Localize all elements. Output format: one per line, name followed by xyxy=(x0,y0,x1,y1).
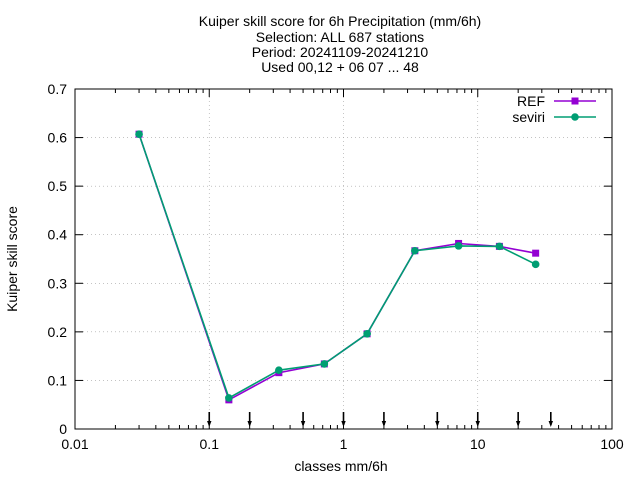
y-axis-label: Kuiper skill score xyxy=(4,206,20,312)
data-point-seviri xyxy=(495,242,504,251)
legend-label-seviri: seviri xyxy=(512,109,545,125)
y-tick-label: 0.4 xyxy=(48,227,68,243)
y-tick-label: 0 xyxy=(59,421,67,437)
chart-subtitle-selection: Selection: ALL 687 stations xyxy=(256,29,424,45)
data-point-seviri xyxy=(275,366,283,375)
y-tick-label: 0.3 xyxy=(48,275,68,291)
class-marker-head xyxy=(207,421,212,427)
x-tick-label: 10 xyxy=(470,436,486,452)
axis-ticks: 0 0.1 0.2 0.3 0.4 0.5 0.6 0.7 0.01 0.1 1 10 100 xyxy=(48,81,624,452)
data-point-seviri xyxy=(531,260,540,269)
data-point-seviri xyxy=(135,130,143,138)
class-marker-head xyxy=(247,421,252,427)
y-tick-label: 0.6 xyxy=(48,130,68,146)
chart-title: Kuiper skill score for 6h Precipitation … xyxy=(199,13,481,29)
grid-lines xyxy=(75,89,612,429)
class-marker-head xyxy=(515,421,521,427)
class-marker-arrow xyxy=(435,412,440,427)
data-point-seviri xyxy=(411,246,419,255)
x-tick-label: 1 xyxy=(340,436,348,452)
legend-marker-ref xyxy=(571,97,579,105)
data-point-seviri xyxy=(363,330,371,338)
class-marker-head xyxy=(381,421,387,427)
series-line-seviri xyxy=(138,133,537,400)
data-point-seviri xyxy=(454,242,463,250)
y-tick-label: 0.2 xyxy=(48,324,68,340)
y-tick-label: 0.7 xyxy=(48,81,68,97)
class-marker-arrow xyxy=(548,412,553,427)
class-marker-head xyxy=(341,421,346,427)
series-line-ref xyxy=(138,133,536,402)
class-marker-arrow xyxy=(207,412,212,427)
class-marker-head xyxy=(300,421,306,427)
data-series xyxy=(135,130,540,404)
class-marker-arrow xyxy=(300,412,306,427)
class-marker-head xyxy=(435,421,440,427)
x-tick-label: 0.1 xyxy=(200,436,220,452)
class-marker-head xyxy=(548,421,553,427)
chart-subtitle-used: Used 00,12 + 06 07 ... 48 xyxy=(261,59,419,75)
chart-subtitle-period: Period: 20241109-20241210 xyxy=(252,44,429,60)
data-point-seviri xyxy=(320,360,329,368)
legend-label-ref: REF xyxy=(517,93,545,109)
y-tick-label: 0.1 xyxy=(48,372,68,388)
chart-title-block: Kuiper skill score for 6h Precipitation … xyxy=(199,13,481,75)
x-tick-label: 0.01 xyxy=(61,436,88,452)
class-marker-arrow xyxy=(475,412,480,427)
data-point-ref xyxy=(532,249,540,257)
y-tick-label: 0.5 xyxy=(48,178,68,194)
class-marker-arrow xyxy=(341,412,346,427)
data-point-seviri xyxy=(225,394,233,402)
class-marker-arrow xyxy=(515,412,521,427)
x-axis-label: classes mm/6h xyxy=(294,458,387,474)
legend-marker-seviri xyxy=(571,113,579,121)
class-marker-head xyxy=(475,421,480,427)
class-threshold-markers xyxy=(207,412,553,427)
class-marker-arrow xyxy=(247,412,252,427)
x-tick-label: 100 xyxy=(600,436,624,452)
class-marker-arrow xyxy=(381,412,387,427)
